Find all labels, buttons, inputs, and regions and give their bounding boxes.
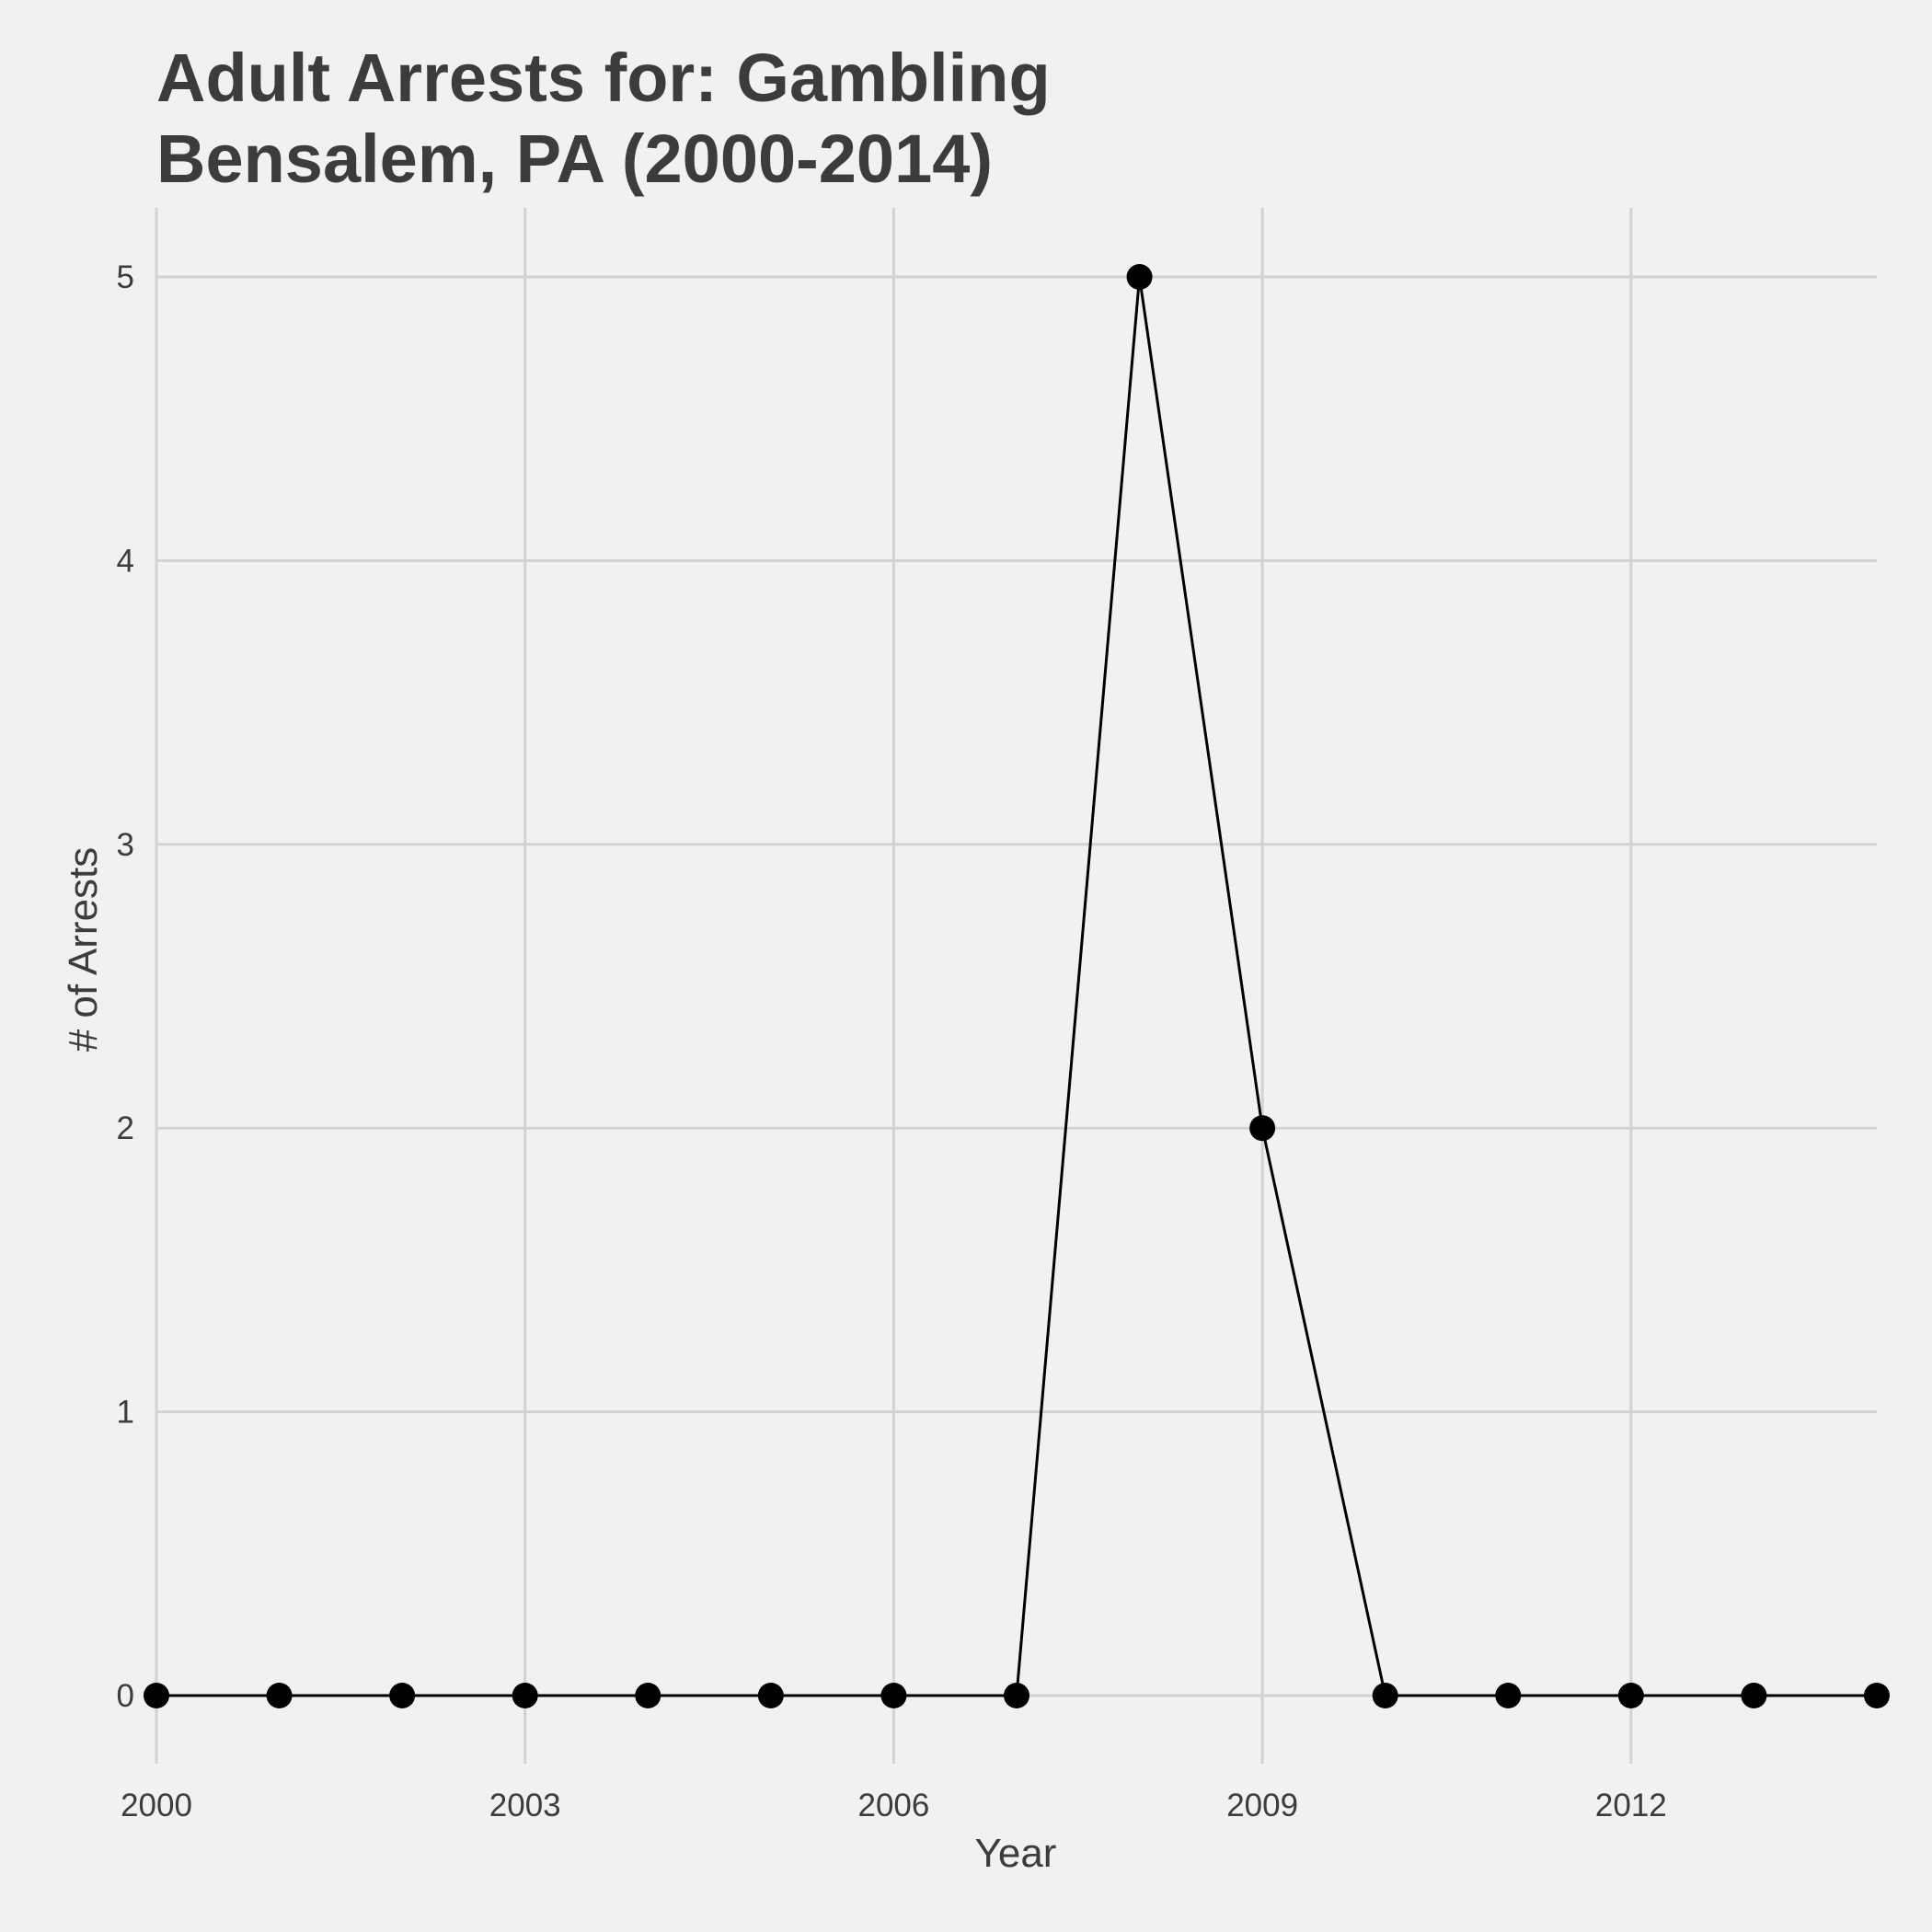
data-point-2004 [635,1683,661,1708]
y-tick-label-0: 0 [117,1678,134,1714]
data-point-2003 [512,1683,538,1708]
data-point-2012 [1617,1683,1644,1708]
data-point-2005 [757,1683,784,1708]
x-tick-label-2009: 2009 [1226,1788,1298,1823]
y-axis-title: # of Arrests [61,847,106,1052]
data-point-2014 [1864,1683,1890,1708]
x-tick-label-2000: 2000 [121,1788,192,1823]
grid [155,208,1877,1764]
x-axis-title: Year [975,1831,1057,1876]
chart-title-line-2: Bensalem, PA (2000-2014) [156,121,993,197]
data-point-2011 [1495,1683,1522,1708]
x-tick-label-2006: 2006 [857,1788,929,1823]
y-tick-label-5: 5 [117,259,134,295]
data-point-2001 [266,1683,293,1708]
data-point-2008 [1126,264,1153,290]
y-tick-label-1: 1 [117,1395,134,1431]
series-gambling [156,276,1877,1697]
data-point-2002 [389,1683,416,1708]
y-tick-label-2: 2 [117,1110,134,1146]
data-point-2010 [1372,1683,1398,1708]
y-tick-label-3: 3 [117,827,134,863]
data-point-2000 [144,1683,169,1708]
y-tick-label-4: 4 [117,543,134,579]
x-tick-label-2012: 2012 [1595,1788,1667,1823]
data-point-2006 [880,1683,907,1708]
data-point-2013 [1741,1683,1767,1708]
tick-labels: 0 1 2 3 4 5 2000 2003 2006 2009 2012 [117,259,1667,1823]
x-tick-label-2003: 2003 [489,1788,561,1823]
series-line-0 [156,276,1877,1697]
data-point-2007 [1004,1683,1029,1708]
data-point-2009 [1249,1115,1276,1142]
data-points [144,264,1890,1708]
chart-title-line-1: Adult Arrests for: Gambling [156,40,1051,116]
